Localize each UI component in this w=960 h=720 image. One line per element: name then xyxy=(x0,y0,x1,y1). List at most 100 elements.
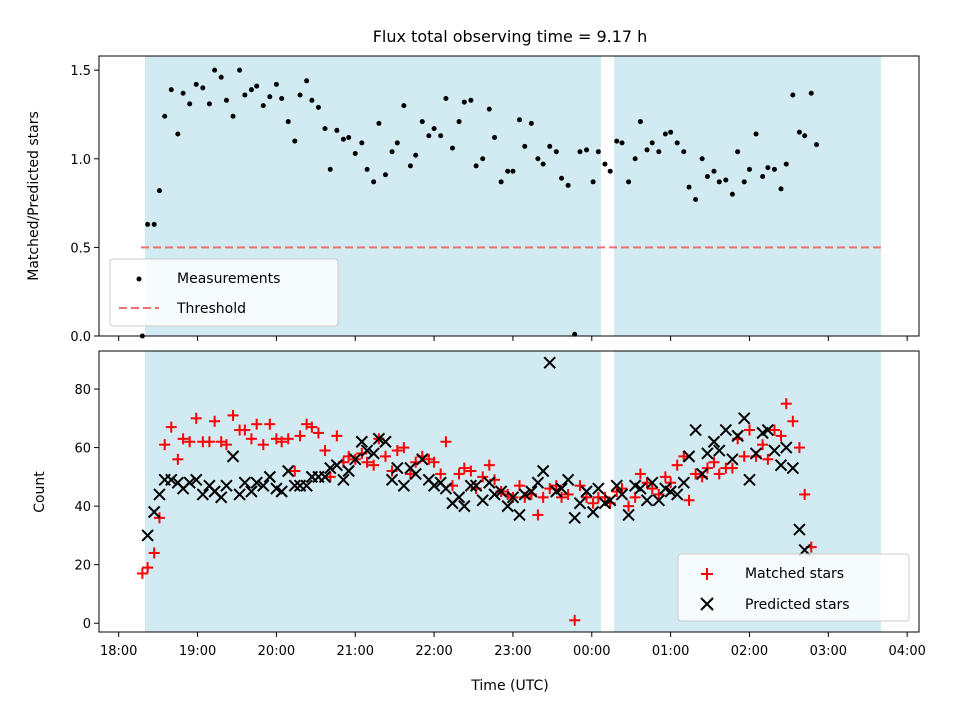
predicted-star-point xyxy=(749,447,763,460)
legend-matched-label: Matched stars xyxy=(745,566,844,582)
predicted-star-point xyxy=(592,482,605,495)
matched-star-point xyxy=(148,547,160,559)
bottom-y-axis-label: Count xyxy=(32,471,48,513)
measurement-point xyxy=(681,149,687,155)
measurement-point xyxy=(340,136,346,142)
predicted-star-point xyxy=(288,479,302,492)
matched-star-point xyxy=(282,433,294,445)
predicted-star-point xyxy=(780,441,793,454)
measurement-point xyxy=(449,145,455,151)
measurement-point xyxy=(662,131,668,137)
predicted-star-point xyxy=(488,488,501,501)
measurement-point xyxy=(711,168,717,174)
measurement-point xyxy=(156,188,162,194)
predicted-star-point xyxy=(427,479,441,492)
x-tick-label: 02:00 xyxy=(731,644,768,659)
observing-window-band xyxy=(614,56,881,336)
y-tick-label: 60 xyxy=(74,442,91,457)
predicted-star-point xyxy=(238,476,252,489)
legend-matched-marker xyxy=(701,568,713,580)
predicted-star-point xyxy=(695,467,709,481)
matched-star-point xyxy=(671,459,683,471)
x-tick-label: 20:00 xyxy=(258,644,295,659)
x-tick-label: 22:00 xyxy=(415,644,452,659)
measurement-point xyxy=(735,149,741,155)
x-tick-label: 00:00 xyxy=(573,644,610,659)
measurement-point xyxy=(614,138,620,144)
predicted-star-point xyxy=(555,482,568,495)
measurement-point xyxy=(254,83,260,89)
measurement-point xyxy=(376,120,382,126)
matched-star-point xyxy=(465,465,477,477)
measurement-point xyxy=(162,113,168,119)
matched-star-point xyxy=(768,424,780,436)
predicted-star-point xyxy=(701,447,714,460)
matched-star-point xyxy=(324,471,336,483)
measurement-point xyxy=(656,149,662,155)
predicted-star-point xyxy=(726,453,739,466)
matched-star-point xyxy=(713,468,725,480)
predicted-star-point xyxy=(743,473,756,486)
predicted-star-point xyxy=(501,499,514,513)
measurement-point xyxy=(297,92,303,98)
measurement-point xyxy=(607,168,613,174)
predicted-star-point xyxy=(531,476,545,489)
predicted-star-point xyxy=(476,494,489,507)
predicted-star-point xyxy=(153,488,166,501)
measurement-point xyxy=(480,156,486,162)
x-tick-label: 23:00 xyxy=(494,644,531,659)
measurement-point xyxy=(260,103,266,109)
predicted-star-point xyxy=(568,511,581,525)
measurement-point xyxy=(382,172,388,178)
matched-star-point xyxy=(775,430,787,442)
measurement-point xyxy=(315,104,321,110)
legend-predicted-marker xyxy=(700,597,714,611)
matched-star-point xyxy=(294,430,306,442)
predicted-star-point xyxy=(379,435,392,448)
matched-star-point xyxy=(726,462,738,474)
measurement-point xyxy=(473,163,479,169)
predicted-star-point xyxy=(409,467,422,481)
matched-star-point xyxy=(245,433,257,445)
matched-star-point xyxy=(251,418,263,430)
matched-star-point xyxy=(646,483,658,495)
bottom-legend: Matched stars Predicted stars xyxy=(677,553,910,622)
predicted-star-point xyxy=(793,523,806,536)
measurement-point xyxy=(168,87,174,93)
measurement-point xyxy=(346,135,352,141)
bottom-legend-box xyxy=(677,553,910,622)
legend-threshold-label: Threshold xyxy=(176,301,246,317)
matched-star-point xyxy=(532,509,544,521)
x-tick-label: 21:00 xyxy=(337,644,374,659)
measurement-point xyxy=(327,166,333,172)
measurement-point xyxy=(267,94,273,100)
matched-star-point xyxy=(264,418,276,430)
measurement-point xyxy=(522,143,528,149)
measurement-point xyxy=(814,142,819,148)
predicted-star-point xyxy=(536,464,550,478)
matched-star-point xyxy=(306,421,318,433)
predicted-star-point xyxy=(282,464,295,478)
measurement-point xyxy=(334,127,340,133)
predicted-star-point xyxy=(774,458,788,472)
predicted-star-point xyxy=(525,485,538,498)
x-tick-label: 01:00 xyxy=(652,644,689,659)
bottom-y-ticks: 0 20 40 60 80 xyxy=(74,383,99,632)
measurement-point xyxy=(431,126,437,132)
y-tick-label: 0.0 xyxy=(70,330,91,345)
predicted-star-point xyxy=(786,461,800,475)
predicted-star-point xyxy=(190,473,203,486)
predicted-star-point xyxy=(646,476,659,489)
measurement-point xyxy=(426,133,432,139)
matched-star-point xyxy=(799,488,811,500)
predicted-star-point xyxy=(385,473,399,486)
predicted-star-point xyxy=(349,453,362,466)
matched-star-point xyxy=(780,398,792,410)
measurement-point xyxy=(553,149,559,155)
predicted-star-point xyxy=(324,461,337,475)
measurement-point xyxy=(632,156,638,162)
measurement-point xyxy=(584,147,590,153)
measurement-point xyxy=(498,179,504,185)
predicted-star-point xyxy=(141,529,154,542)
y-tick-label: 80 xyxy=(74,383,91,398)
